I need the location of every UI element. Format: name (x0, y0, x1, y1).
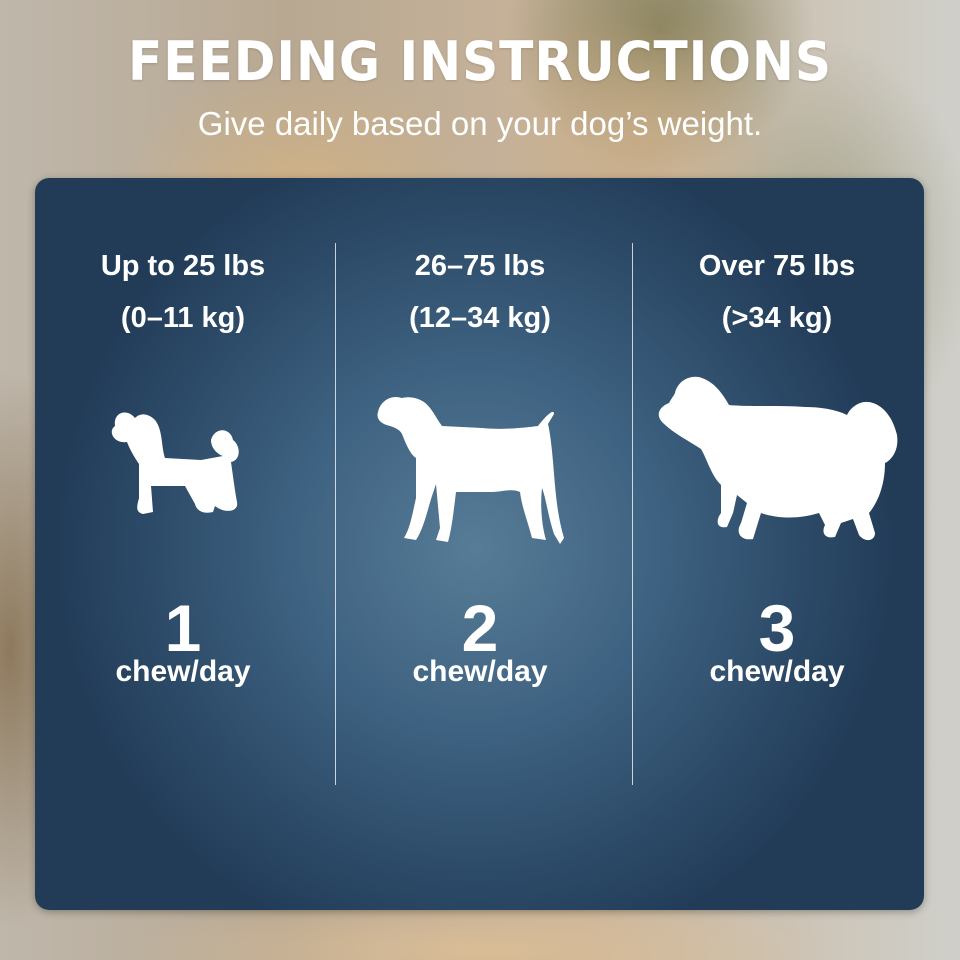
weight-kg: (>34 kg) (721, 302, 833, 334)
weight-lbs: Up to 25 lbs (100, 250, 266, 282)
medium-dog-silhouette-icon (377, 396, 564, 544)
column-small-dog: Up to 25 lbs (0–11 kg) 1 chew/day (35, 178, 331, 878)
chew-count: 1 (164, 591, 202, 665)
weight-kg: (12–34 kg) (409, 302, 551, 334)
weight-range: Up to 25 lbs (0–11 kg) (35, 240, 331, 344)
chew-count: 2 (461, 591, 499, 665)
large-dog-silhouette-icon (658, 376, 898, 541)
chew-unit: chew/day (412, 655, 548, 688)
feeding-panel: Up to 25 lbs (0–11 kg) 1 chew/day 26–75 … (35, 178, 924, 910)
column-divider (632, 243, 633, 785)
weight-lbs: Over 75 lbs (698, 250, 856, 282)
page-title: FEEDING INSTRUCTIONS (128, 30, 832, 93)
weight-range: Over 75 lbs (>34 kg) (629, 240, 925, 344)
weight-kg: (0–11 kg) (120, 302, 246, 334)
weight-lbs: 26–75 lbs (414, 250, 546, 282)
column-large-dog: Over 75 lbs (>34 kg) 3 chew/day (629, 178, 925, 878)
small-dog-silhouette-icon (111, 412, 239, 514)
chew-unit: chew/day (115, 655, 251, 688)
chew-unit: chew/day (709, 655, 845, 688)
chew-count: 3 (758, 591, 796, 665)
weight-range: 26–75 lbs (12–34 kg) (332, 240, 628, 344)
page-subtitle: Give daily based on your dog’s weight. (197, 105, 763, 142)
column-divider (335, 243, 336, 785)
column-medium-dog: 26–75 lbs (12–34 kg) 2 chew/day (332, 178, 628, 878)
